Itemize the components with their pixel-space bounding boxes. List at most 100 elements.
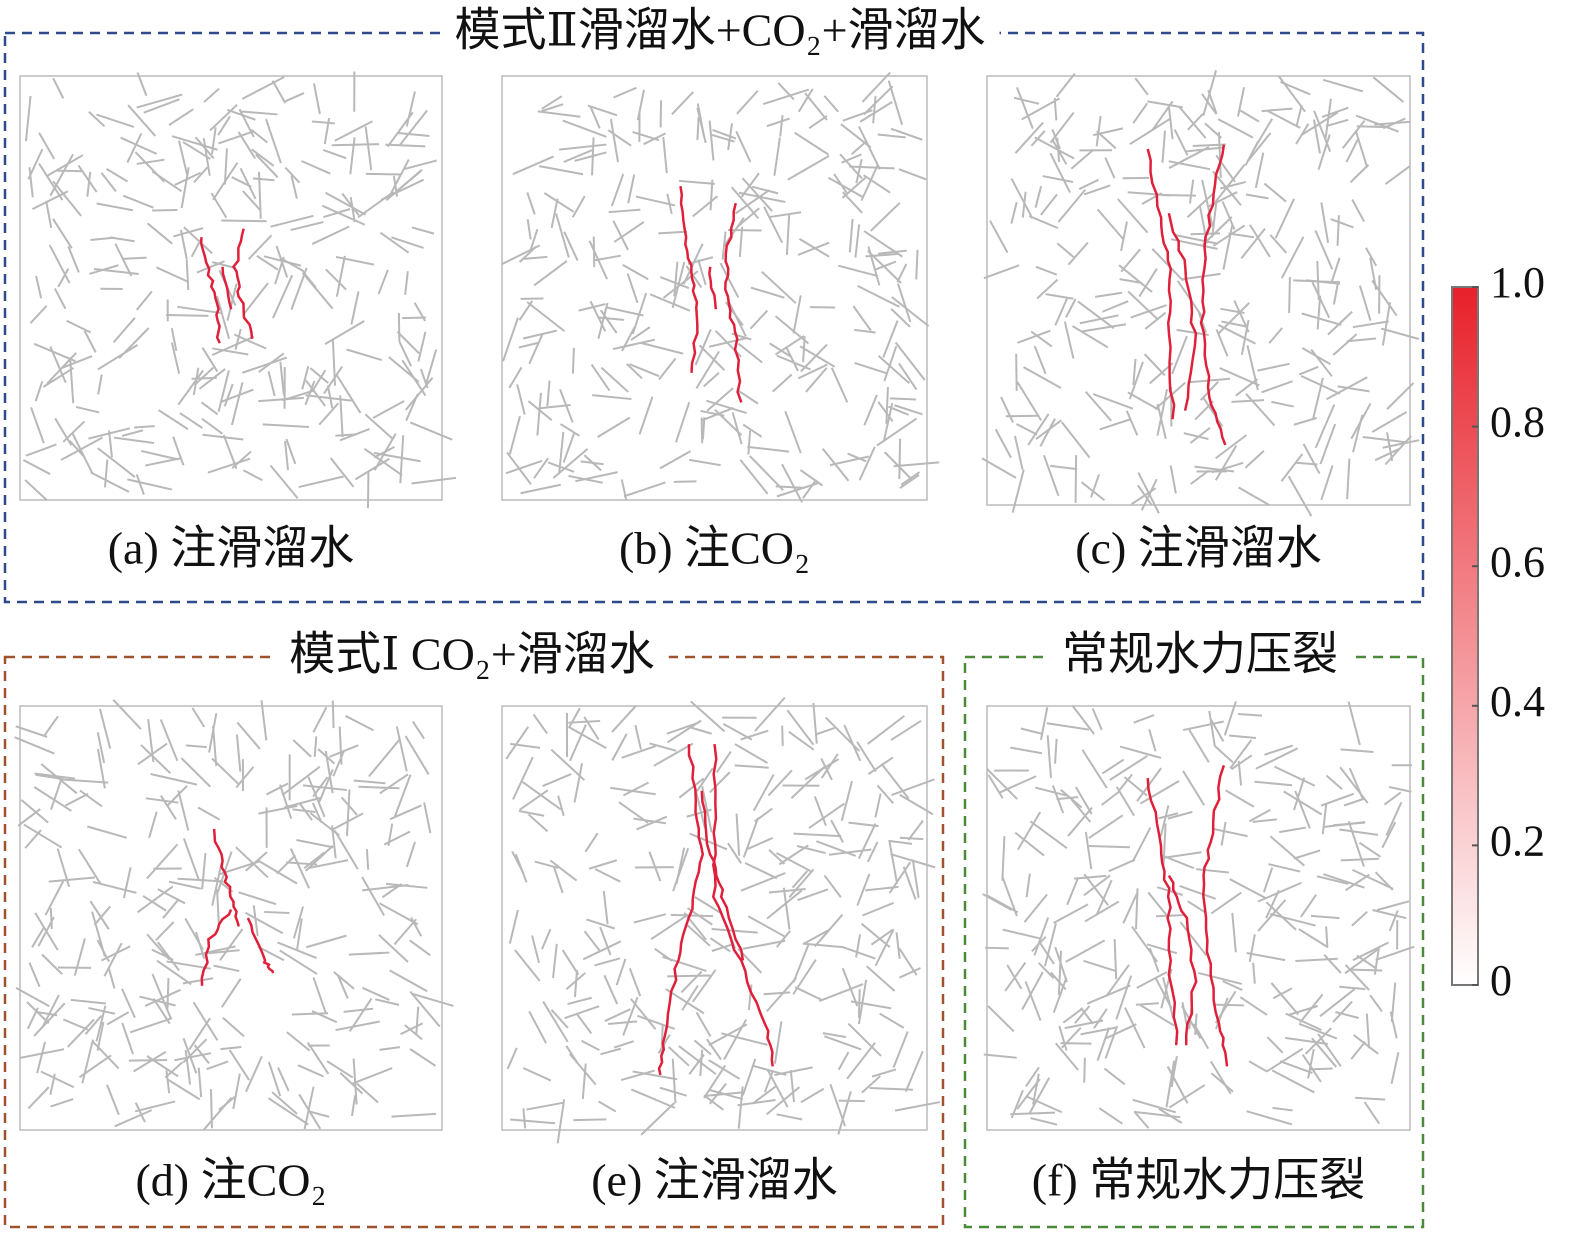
natural-fracture [183, 226, 213, 255]
natural-fracture [630, 326, 651, 341]
natural-fracture [1202, 69, 1218, 116]
natural-fracture [1010, 1111, 1055, 1116]
natural-fracture [915, 249, 919, 280]
natural-fracture [1280, 453, 1304, 482]
natural-fracture [1212, 1003, 1244, 1007]
natural-fracture [847, 1022, 882, 1057]
natural-fracture [191, 376, 217, 380]
natural-fracture [675, 847, 686, 884]
natural-fracture [321, 204, 366, 226]
natural-fracture [305, 379, 326, 407]
natural-fracture [1055, 72, 1076, 98]
natural-fracture [307, 776, 326, 818]
natural-fracture [1300, 375, 1341, 395]
natural-fracture [46, 154, 84, 177]
natural-fracture [405, 91, 416, 127]
natural-fracture [122, 867, 132, 899]
natural-fracture [405, 841, 416, 868]
natural-fracture [1077, 300, 1115, 330]
natural-fracture [234, 328, 242, 350]
natural-fracture [731, 412, 743, 445]
natural-fracture [1067, 806, 1093, 837]
natural-fracture [750, 286, 785, 299]
natural-fracture [52, 180, 82, 217]
natural-fracture [531, 935, 540, 964]
natural-fracture [228, 1049, 251, 1081]
natural-fracture [1035, 265, 1058, 276]
natural-fracture [1147, 891, 1168, 916]
natural-fracture [1369, 257, 1378, 291]
natural-fracture [659, 276, 690, 290]
natural-fracture [1388, 785, 1412, 793]
natural-fracture [171, 135, 218, 151]
natural-fracture [1222, 224, 1234, 270]
natural-fracture [879, 1012, 905, 1029]
natural-fracture [309, 367, 329, 384]
natural-fracture [1062, 1008, 1082, 1024]
natural-fracture [326, 385, 334, 409]
natural-fracture [364, 126, 373, 171]
natural-fracture [35, 275, 43, 299]
colorbar-tick-label: 0 [1490, 956, 1512, 1005]
natural-fracture [739, 459, 769, 495]
natural-fracture [695, 1011, 712, 1037]
natural-fracture [563, 231, 579, 262]
natural-fracture [846, 1042, 876, 1080]
natural-fracture [630, 998, 657, 1030]
natural-fracture [341, 192, 360, 216]
natural-fracture [393, 918, 417, 946]
natural-fracture [1237, 712, 1263, 717]
natural-fracture [40, 1070, 75, 1089]
natural-fracture [866, 841, 879, 863]
natural-fracture [44, 880, 65, 916]
natural-fracture [223, 383, 234, 407]
natural-fracture [854, 328, 876, 334]
natural-fracture [550, 198, 559, 229]
natural-fracture [1146, 943, 1178, 955]
natural-fracture [797, 88, 814, 113]
natural-fracture [1211, 199, 1218, 238]
natural-fracture [621, 745, 656, 759]
natural-fracture [1372, 909, 1407, 920]
natural-fracture [377, 269, 389, 295]
natural-fracture [1095, 115, 1102, 147]
natural-fracture [1010, 1089, 1024, 1119]
natural-fracture [522, 329, 558, 340]
natural-fracture [399, 109, 428, 146]
panel: (a) 注滑溜水 [19, 71, 457, 574]
natural-fracture [602, 890, 609, 925]
natural-fracture [877, 249, 907, 255]
natural-fracture [902, 866, 917, 900]
natural-fracture [802, 479, 818, 499]
natural-fracture [1122, 891, 1139, 924]
natural-fracture [77, 164, 98, 193]
natural-fracture [752, 773, 775, 812]
natural-fracture [247, 234, 273, 260]
natural-fracture [681, 985, 699, 1011]
natural-fracture [994, 428, 1012, 459]
natural-fracture [857, 823, 877, 860]
natural-fracture [735, 813, 741, 856]
natural-fracture [334, 120, 373, 142]
natural-fracture [38, 132, 56, 160]
natural-fracture [1317, 134, 1331, 171]
natural-fracture [892, 1031, 909, 1068]
natural-fracture [1288, 277, 1291, 314]
natural-fracture [281, 765, 321, 796]
natural-fracture [203, 87, 220, 103]
natural-fracture [52, 77, 65, 99]
natural-fracture [1182, 770, 1206, 806]
natural-fracture [858, 446, 876, 481]
natural-fracture [876, 784, 895, 804]
natural-fracture [1245, 193, 1269, 200]
natural-fracture [1083, 874, 1111, 897]
natural-fracture [897, 283, 912, 323]
natural-fracture [91, 911, 106, 957]
natural-fracture [54, 417, 73, 446]
natural-fracture [1266, 1036, 1284, 1054]
natural-fracture [236, 721, 261, 750]
natural-fracture [522, 1108, 527, 1129]
natural-fracture [611, 704, 637, 733]
natural-fracture [87, 825, 127, 839]
natural-fracture [1330, 257, 1341, 284]
